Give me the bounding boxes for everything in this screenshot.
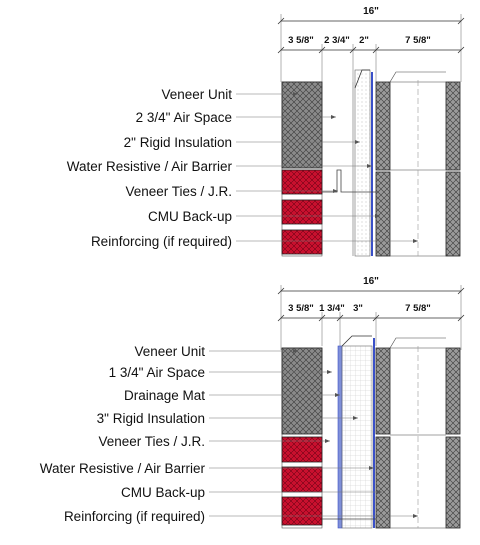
detail-2-label-air-space: 1 3/4" Air Space: [109, 365, 205, 380]
detail-2-total-dim-text: 16": [363, 276, 379, 287]
detail-1-label-veneer-unit: Veneer Unit: [161, 87, 232, 102]
detail-1-dim-insulation: 2": [359, 35, 369, 46]
detail-2-leader-arrows: [293, 349, 418, 518]
detail-1-dim-cmu: 7 5/8": [405, 35, 431, 46]
detail-1-sub-dimensions: 3 5/8" 2 3/4" 2" 7 5/8": [277, 35, 465, 82]
detail-2-rigid-insulation: [341, 335, 373, 529]
detail-2-labels: Veneer Unit 1 3/4" Air Space Drainage Ma…: [40, 344, 206, 524]
detail-2-cmu-backup: [375, 337, 461, 529]
detail-2-label-veneer-ties: Veneer Ties / J.R.: [98, 434, 205, 449]
detail-1-veneer-column: [281, 81, 323, 257]
detail-1-label-reinforcing: Reinforcing (if required): [91, 234, 232, 249]
detail-1-total-dim-text: 16": [363, 6, 379, 17]
detail-1-total-dimension: 16": [277, 6, 465, 82]
detail-2-label-cmu-backup: CMU Back-up: [121, 485, 205, 500]
detail-1-dim-veneer: 3 5/8": [288, 35, 314, 46]
detail-1-label-air-space: 2 3/4" Air Space: [136, 110, 232, 125]
detail-1-label-cmu-backup: CMU Back-up: [148, 209, 232, 224]
detail-1-rigid-insulation: [354, 69, 371, 257]
detail-2-veneer-column: [281, 347, 323, 529]
detail-2-leaders: [209, 350, 418, 517]
detail-2-dim-veneer: 3 5/8": [288, 303, 314, 314]
detail-2-label-air-barrier: Water Resistive / Air Barrier: [40, 461, 206, 476]
detail-2-label-veneer-unit: Veneer Unit: [134, 344, 205, 359]
detail-2-sub-dimensions: 3 5/8" 1 3/4" 3" 7 5/8": [277, 303, 465, 346]
detail-1-label-veneer-ties: Veneer Ties / J.R.: [125, 184, 232, 199]
detail-2-label-rigid-insulation: 3" Rigid Insulation: [97, 411, 205, 426]
detail-1-leader-arrows: [293, 92, 418, 243]
detail-1-cmu-backup: [375, 71, 461, 257]
detail-2-drainage-mat: [337, 345, 343, 529]
detail-1-leaders: [236, 93, 418, 242]
detail-1-dim-air-space: 2 3/4": [324, 35, 350, 46]
detail-2-dim-cmu: 7 5/8": [405, 303, 431, 314]
detail-2: 16" 3 5/8" 1 3/4" 3" 7 5/8": [40, 276, 465, 529]
detail-1-label-air-barrier: Water Resistive / Air Barrier: [67, 159, 233, 174]
detail-1-label-rigid-insulation: 2" Rigid Insulation: [124, 135, 232, 150]
detail-2-dim-air-space: 1 3/4": [319, 303, 345, 314]
detail-2-dim-insulation: 3": [353, 303, 363, 314]
detail-2-label-reinforcing: Reinforcing (if required): [64, 509, 205, 524]
detail-2-label-drainage-mat: Drainage Mat: [124, 388, 205, 403]
detail-1: 16" 3 5/8" 2 3/4" 2" 7 5/8": [67, 6, 465, 257]
detail-1-labels: Veneer Unit 2 3/4" Air Space 2" Rigid In…: [67, 87, 233, 249]
